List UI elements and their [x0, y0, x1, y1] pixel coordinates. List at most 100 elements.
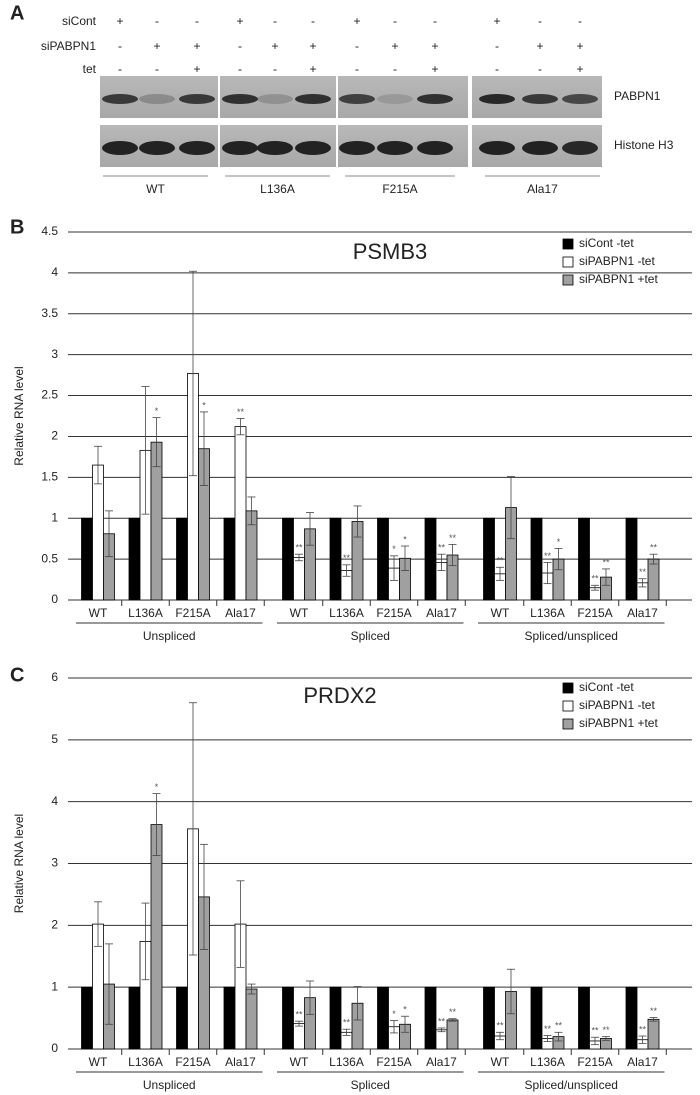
error-bar	[247, 496, 256, 526]
blot-sign: +	[309, 39, 316, 53]
blot-sign: +	[153, 39, 160, 53]
blot-sign: -	[578, 14, 582, 28]
bar	[446, 1019, 459, 1050]
y-tick-label: 3	[51, 347, 58, 361]
significance-mark: **	[591, 574, 599, 584]
significance-mark: **	[237, 407, 245, 417]
bar	[234, 426, 247, 601]
blot-row-label: siPABPN1	[41, 39, 96, 53]
blot-band	[522, 141, 558, 155]
error-bar	[602, 568, 610, 586]
blot-band	[222, 141, 258, 155]
error-bar	[295, 553, 303, 562]
error-bar	[543, 1034, 552, 1042]
group-label: Spliced	[351, 1078, 390, 1092]
error-bar	[236, 418, 245, 436]
bar	[377, 986, 389, 1050]
group-label: Spliced/unspliced	[525, 629, 618, 643]
error-bar	[507, 476, 515, 540]
x-tick-label: L136A	[329, 1055, 364, 1069]
blot-sign: -	[195, 14, 199, 28]
panel-letter: A	[10, 2, 24, 24]
error-bar	[105, 943, 113, 1025]
y-tick-label: 0.5	[41, 551, 58, 565]
blot-sign: -	[393, 14, 397, 28]
bar	[176, 517, 188, 601]
error-bar	[649, 1017, 658, 1022]
blot-band	[179, 141, 215, 155]
blot-sign: -	[273, 62, 277, 76]
bar	[176, 986, 188, 1050]
error-bar	[638, 578, 647, 588]
error-bar	[591, 584, 599, 591]
bar	[578, 986, 590, 1050]
y-tick-label: 0	[51, 1041, 58, 1055]
blot-band	[179, 94, 215, 104]
x-tick-label: WT	[89, 1055, 108, 1069]
error-bar	[390, 1020, 398, 1034]
error-bar	[448, 1018, 457, 1022]
bar	[282, 517, 294, 601]
blot-sign: -	[311, 14, 315, 28]
group-label: Unspliced	[143, 1078, 196, 1092]
x-tick-label: L136A	[530, 1055, 565, 1069]
legend-label: siPABPN1 +tet	[579, 716, 658, 730]
group-label: Spliced/unspliced	[525, 1078, 618, 1092]
blot-sign: -	[155, 14, 159, 28]
error-bar	[649, 553, 658, 565]
x-tick-label: WT	[89, 606, 108, 620]
significance-mark: **	[544, 551, 552, 561]
error-bar	[105, 510, 113, 558]
legend-swatch	[562, 238, 574, 250]
blot-band	[479, 141, 515, 155]
bar	[223, 986, 236, 1050]
significance-mark: *	[202, 400, 206, 410]
x-tick-label: Ala17	[426, 1055, 457, 1069]
x-tick-label: Ala17	[627, 1055, 658, 1069]
blot-sign: -	[538, 14, 542, 28]
blot-sign: +	[193, 39, 200, 53]
bar	[424, 986, 437, 1050]
significance-mark: *	[155, 782, 159, 792]
bar	[282, 986, 294, 1050]
blot-band	[102, 94, 138, 104]
error-bar	[94, 901, 102, 947]
bar	[81, 517, 93, 601]
blot-sign: -	[273, 14, 277, 28]
error-bar	[401, 545, 409, 571]
bar	[435, 1029, 448, 1050]
blot-band	[562, 141, 598, 155]
error-bar	[152, 793, 161, 856]
blot-band	[417, 141, 453, 155]
legend-swatch	[562, 682, 574, 694]
bar	[245, 988, 258, 1050]
y-tick-label: 4	[51, 265, 58, 279]
x-tick-label: F215A	[376, 606, 411, 620]
bar	[424, 517, 437, 601]
bar	[377, 517, 389, 601]
error-bar	[437, 1027, 446, 1033]
y-axis-label: Relative RNA level	[12, 366, 26, 465]
significance-mark: *	[557, 537, 561, 547]
blot-band	[479, 94, 515, 104]
significance-mark: **	[449, 1007, 457, 1017]
error-bar	[390, 555, 398, 581]
group-label: Spliced	[351, 629, 390, 643]
blot-group-label: F215A	[382, 182, 417, 196]
error-bar	[554, 1031, 563, 1042]
error-bar	[247, 983, 256, 995]
bar	[530, 986, 543, 1050]
panel-letter: B	[10, 216, 24, 238]
error-bar	[189, 270, 197, 477]
blot-band	[222, 94, 258, 104]
x-tick-label: Ala17	[225, 1055, 256, 1069]
blot-band	[295, 94, 331, 104]
blot-sign: +	[391, 39, 398, 53]
significance-mark: **	[639, 567, 647, 577]
error-bar	[306, 980, 314, 1015]
bar	[128, 517, 141, 601]
blot-band	[339, 94, 375, 104]
significance-mark: **	[650, 543, 658, 553]
x-tick-label: Ala17	[426, 606, 457, 620]
significance-mark: **	[438, 543, 446, 553]
